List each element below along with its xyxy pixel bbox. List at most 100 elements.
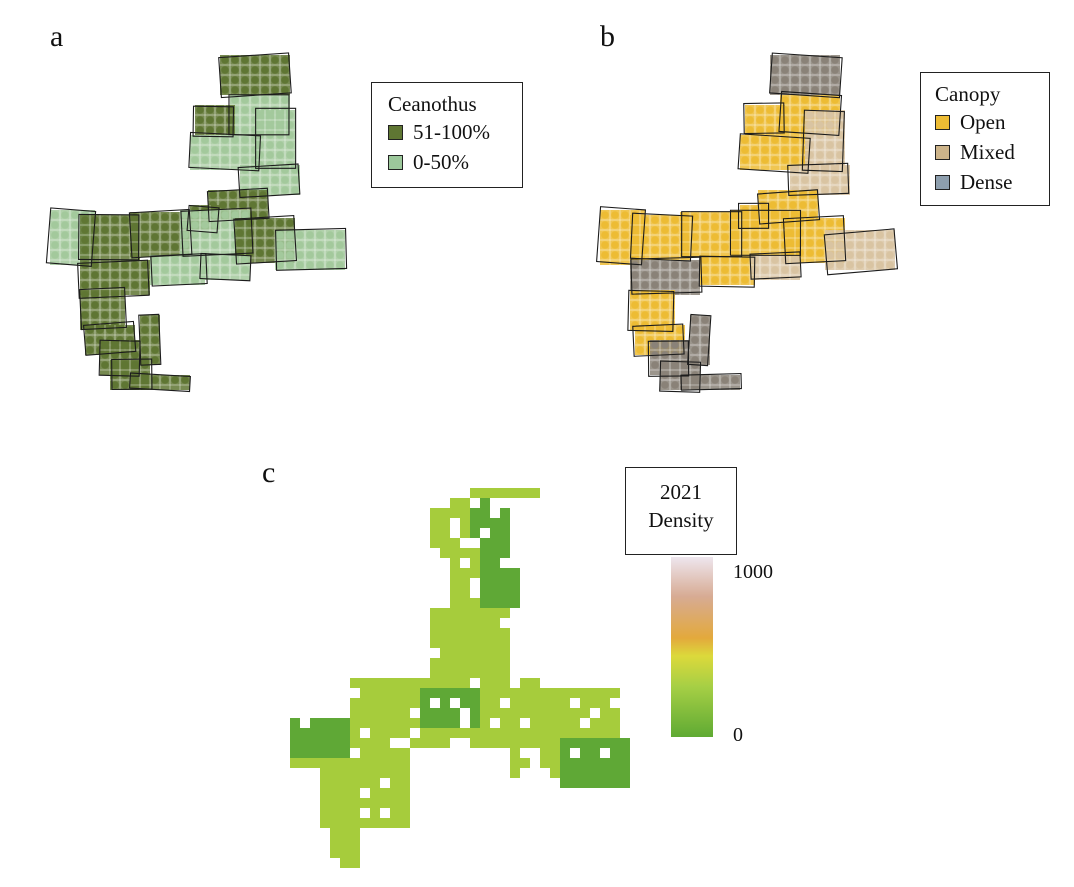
canopy-plot-dot	[761, 136, 769, 144]
ceanothus-plot-dot	[91, 281, 99, 289]
canopy-plot-dot	[741, 156, 749, 164]
ceanothus-plot-dot	[101, 236, 109, 244]
density-raster-cell	[550, 718, 560, 728]
density-raster-cell	[360, 708, 370, 718]
canopy-plot-dot	[791, 176, 799, 184]
canopy-plot-dot	[821, 76, 829, 84]
canopy-plot-dot	[751, 146, 759, 154]
density-raster-cell	[420, 708, 430, 718]
density-raster-cell	[520, 678, 530, 688]
canopy-plot-dot	[836, 261, 844, 269]
canopy-plot-dot	[806, 131, 814, 139]
ceanothus-plot-dot	[316, 231, 324, 239]
density-raster-cell	[330, 748, 340, 758]
ceanothus-plot-dot	[61, 211, 69, 219]
density-raster-cell	[360, 768, 370, 778]
ceanothus-plot-dot	[141, 376, 149, 384]
ceanothus-plot-dot	[236, 229, 244, 237]
density-raster-cell	[500, 568, 510, 578]
density-raster-cell	[310, 718, 320, 728]
density-raster-cell	[580, 708, 590, 718]
ceanothus-plot-dot	[121, 261, 129, 269]
density-raster-cell	[500, 668, 510, 678]
ceanothus-plot-dot	[201, 241, 209, 249]
density-raster-cell	[470, 568, 480, 578]
density-raster-cell	[350, 698, 360, 708]
canopy-plot-dot	[681, 213, 689, 221]
ceanothus-plot-dot	[271, 56, 279, 64]
ceanothus-plot-dot	[111, 246, 119, 254]
ceanothus-plot-dot	[121, 246, 129, 254]
ceanothus-plot-dot	[191, 266, 199, 274]
ceanothus-plot-dot	[71, 231, 79, 239]
density-raster-cell	[480, 538, 490, 548]
density-raster-cell	[380, 758, 390, 768]
density-raster-cell	[570, 768, 580, 778]
canopy-plot-dot	[761, 231, 769, 239]
density-raster-cell	[590, 748, 600, 758]
density-raster-cell	[360, 758, 370, 768]
canopy-burn-outline	[596, 206, 647, 266]
density-raster-cell	[500, 638, 510, 648]
canopy-plot-dot	[791, 96, 799, 104]
canopy-plot-dot	[786, 239, 794, 247]
density-raster-cell	[450, 578, 460, 588]
density-raster-cell	[490, 488, 500, 498]
density-raster-cell	[360, 718, 370, 728]
density-raster-cell	[440, 718, 450, 728]
ceanothus-plot-dot	[161, 213, 169, 221]
density-raster-cell	[370, 678, 380, 688]
canopy-plot-dot	[701, 243, 709, 251]
density-raster-cell	[520, 688, 530, 698]
canopy-plot-dot	[691, 281, 699, 289]
panel-c-label: c	[262, 456, 276, 489]
density-raster-cell	[340, 838, 350, 848]
canopy-plot-dot	[786, 219, 794, 227]
canopy-plot-dot	[651, 281, 659, 289]
ceanothus-plot-dot	[71, 221, 79, 229]
density-raster-cell	[370, 788, 380, 798]
canopy-plot-dot	[856, 241, 864, 249]
density-raster-cell	[390, 748, 400, 758]
canopy-plot-dot	[691, 336, 699, 344]
density-raster-cell	[460, 668, 470, 678]
ceanothus-plot-dot	[231, 66, 239, 74]
density-color-scale	[671, 557, 713, 737]
canopy-plot-dot	[831, 86, 839, 94]
canopy-plot-dot	[771, 266, 779, 274]
density-raster-cell	[490, 698, 500, 708]
density-raster-cell	[500, 598, 510, 608]
density-raster-cell	[530, 718, 540, 728]
ceanothus-plot-dot	[326, 251, 334, 259]
ceanothus-plot-dot	[216, 126, 224, 134]
density-raster-cell	[470, 488, 480, 498]
density-raster-cell	[340, 718, 350, 728]
canopy-plot-dot	[641, 236, 649, 244]
density-raster-cell	[340, 758, 350, 768]
density-raster-cell	[610, 708, 620, 718]
ceanothus-plot-dot	[211, 221, 219, 229]
density-raster-cell	[290, 718, 300, 728]
ceanothus-plot-dot	[201, 221, 209, 229]
density-raster-cell	[440, 668, 450, 678]
canopy-burn-outline	[659, 360, 702, 393]
canopy-plot-dot	[691, 233, 699, 241]
density-raster-cell	[510, 738, 520, 748]
ceanothus-plot-dot	[151, 276, 159, 284]
density-raster-cell	[460, 678, 470, 688]
canopy-plot-dot	[601, 251, 609, 259]
density-raster-cell	[290, 758, 300, 768]
canopy-plot-dot	[781, 66, 789, 74]
canopy-plot-dot	[671, 226, 679, 234]
density-raster-cell	[450, 548, 460, 558]
density-min-tick: 0	[733, 724, 743, 746]
density-raster-cell	[330, 738, 340, 748]
density-raster-cell	[430, 738, 440, 748]
ceanothus-plot-dot	[61, 251, 69, 259]
canopy-plot-dot	[866, 241, 874, 249]
density-raster-cell	[490, 558, 500, 568]
ceanothus-plot-dot	[271, 86, 279, 94]
ceanothus-plot-dot	[141, 281, 149, 289]
ceanothus-plot-dot	[261, 96, 269, 104]
canopy-plot-dot	[816, 121, 824, 129]
